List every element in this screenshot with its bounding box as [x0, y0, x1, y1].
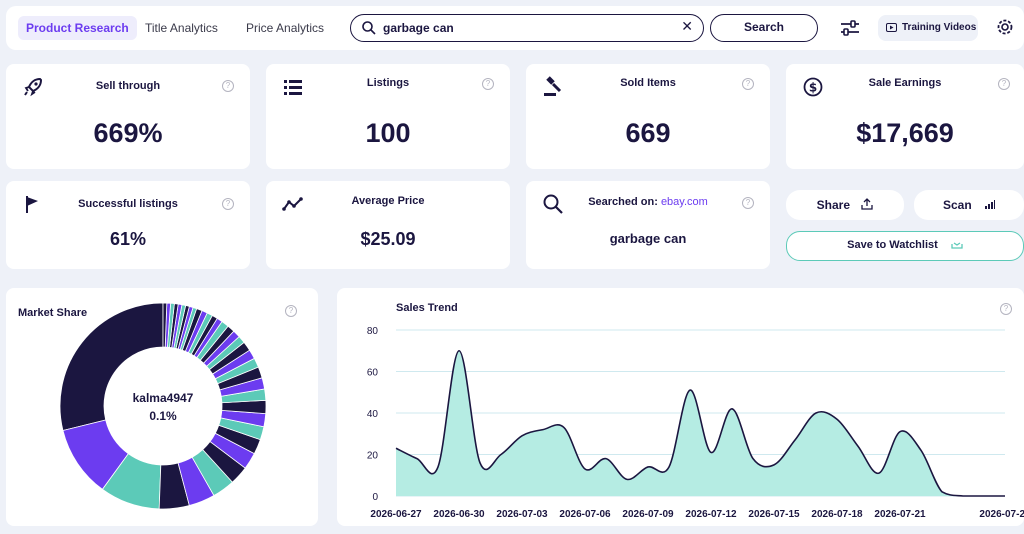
successful-listings-label: Successful listings — [78, 198, 178, 210]
search-button[interactable]: Search — [710, 14, 818, 42]
sell-through-card: Sell through ? 669% — [6, 64, 250, 169]
sold-items-card: Sold Items ? 669 — [526, 64, 770, 169]
y-tick-label: 60 — [367, 368, 379, 379]
search-icon — [543, 194, 563, 214]
watchlist-label: Save to Watchlist — [847, 239, 938, 251]
listings-label: Listings — [366, 77, 410, 89]
save-to-watchlist-button[interactable]: Save to Watchlist — [786, 231, 1024, 261]
sales-trend-title: Sales Trend — [396, 302, 458, 314]
market-share-donut[interactable] — [60, 303, 266, 509]
searched-on-row: Searched on: ebay.com — [526, 196, 770, 208]
share-button[interactable]: Share — [786, 190, 904, 220]
help-icon[interactable]: ? — [482, 78, 494, 90]
inbox-tray-icon — [951, 242, 963, 249]
donut-center-seller: kalma4947 — [132, 391, 194, 405]
average-price-value: $25.09 — [360, 229, 416, 249]
help-icon[interactable]: ? — [998, 78, 1010, 90]
x-tick-label: 2026-06-27 — [370, 509, 422, 520]
donut-center-percent: 0.1% — [149, 409, 177, 423]
x-tick-label: 2026-07-21 — [874, 509, 926, 520]
successful-listings-card: Successful listings ? 61% — [6, 181, 250, 269]
help-icon[interactable]: ? — [222, 80, 234, 92]
listings-value: 100 — [365, 118, 411, 148]
flag-icon — [26, 196, 38, 213]
share-label: Share — [816, 198, 850, 212]
x-tick-label: 2026-07-03 — [496, 509, 548, 520]
average-price-label: Average Price — [351, 195, 425, 207]
rocket-icon — [24, 77, 43, 97]
searched-on-site-link[interactable]: ebay.com — [660, 196, 708, 208]
sales-series-line[interactable] — [395, 349, 1005, 497]
search-value: garbage can — [383, 21, 454, 35]
play-video-icon — [886, 23, 897, 32]
dollar-coin-icon: $ — [803, 77, 823, 97]
y-tick-label: 20 — [367, 451, 379, 462]
donut-slice[interactable] — [162, 303, 168, 348]
search-icon — [362, 21, 376, 35]
donut-slice[interactable] — [60, 303, 164, 431]
svg-text:$: $ — [809, 81, 817, 95]
successful-listings-value: 61% — [109, 229, 147, 249]
scan-label: Scan — [942, 198, 972, 212]
scan-button[interactable]: Scan — [914, 190, 1024, 220]
top-nav-bar: Product Research Title Analytics Price A… — [6, 6, 1024, 50]
tab-title-analytics[interactable]: Title Analytics — [145, 21, 218, 35]
searched-on-label: Searched on: — [588, 196, 658, 208]
help-icon[interactable]: ? — [1000, 303, 1012, 315]
searched-query: garbage can — [609, 231, 687, 246]
help-icon[interactable]: ? — [285, 305, 297, 317]
y-tick-label: 40 — [367, 409, 379, 420]
x-tick-label: 2026-07-15 — [748, 509, 800, 520]
sell-through-value: 669% — [93, 118, 163, 148]
average-price-card: Average Price $25.09 — [266, 181, 510, 269]
trend-line-icon — [282, 197, 303, 211]
signal-bars-icon — [985, 200, 996, 209]
training-videos-button[interactable]: Training Videos — [878, 15, 978, 41]
sales-area-fill — [396, 350, 1005, 496]
sales-trend-card: Sales Trend ? 0 20 40 60 80 2026-06-27 2026-06… — [337, 288, 1024, 526]
x-tick-label: 2026-07-18 — [811, 509, 863, 520]
y-tick-label: 80 — [367, 326, 379, 337]
sold-items-label: Sold Items — [620, 77, 676, 89]
listings-card: Listings ? 100 — [266, 64, 510, 169]
tab-price-analytics[interactable]: Price Analytics — [246, 21, 325, 35]
help-icon[interactable]: ? — [742, 197, 754, 209]
market-share-card: Market Share ? kalma4947 0.1% — [6, 288, 318, 526]
help-icon[interactable]: ? — [222, 198, 234, 210]
search-input[interactable]: garbage can ✕ — [350, 14, 704, 42]
sell-through-label: Sell through — [95, 80, 161, 92]
searched-on-card: Searched on: ebay.com ? garbage can — [526, 181, 770, 269]
x-tick-label: 2026-07-09 — [622, 509, 674, 520]
x-tick-label: 2026-07-26 — [979, 509, 1024, 520]
filter-sliders-icon[interactable] — [840, 19, 860, 37]
x-tick-label: 2026-07-12 — [685, 509, 737, 520]
gear-icon[interactable] — [995, 17, 1015, 37]
share-upload-icon — [861, 198, 873, 210]
sale-earnings-label: Sale Earnings — [868, 77, 942, 89]
sold-items-value: 669 — [625, 118, 671, 148]
sale-earnings-card: $ Sale Earnings ? $17,669 — [786, 64, 1024, 169]
sales-trend-chart: 0 20 40 60 80 2026-06-27 2026-06-30 2026-07-03 2… — [367, 326, 1024, 520]
y-tick-label: 0 — [372, 492, 378, 503]
gavel-icon — [544, 76, 562, 96]
training-videos-label: Training Videos — [902, 22, 977, 33]
x-tick-label: 2026-06-30 — [433, 509, 485, 520]
sale-earnings-value: $17,669 — [856, 118, 954, 148]
market-share-title: Market Share — [18, 307, 88, 319]
list-icon — [284, 80, 302, 95]
x-tick-label: 2026-07-06 — [559, 509, 611, 520]
clear-search-icon[interactable]: ✕ — [681, 18, 693, 34]
help-icon[interactable]: ? — [742, 78, 754, 90]
tab-product-research[interactable]: Product Research — [18, 16, 137, 40]
